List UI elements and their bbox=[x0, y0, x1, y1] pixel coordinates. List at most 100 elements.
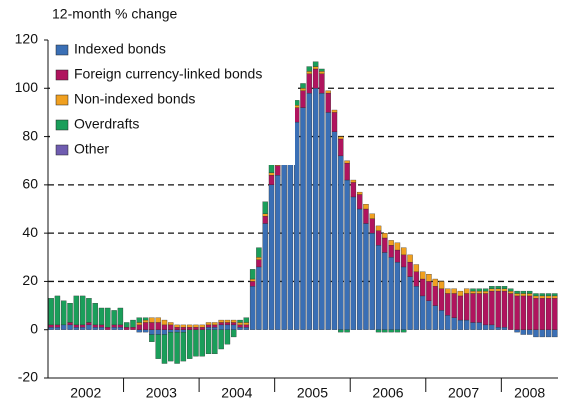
bar-segment bbox=[268, 172, 275, 176]
bar-segment bbox=[545, 293, 552, 297]
bar-segment bbox=[482, 324, 489, 330]
bar-segment bbox=[180, 331, 187, 362]
bar-segment bbox=[451, 317, 457, 330]
x-tick-label: 2004 bbox=[221, 385, 252, 401]
bar-segment bbox=[533, 298, 539, 330]
bar-segment bbox=[545, 298, 552, 330]
bar-segment bbox=[338, 136, 344, 140]
bar-segment bbox=[514, 329, 520, 333]
bar-segment bbox=[117, 307, 124, 326]
bar-segment bbox=[231, 324, 237, 330]
bar-segment bbox=[48, 324, 54, 328]
y-tick-label: 20 bbox=[22, 272, 38, 288]
bar-segment bbox=[350, 182, 357, 198]
bar-segment bbox=[243, 327, 250, 330]
bar-segment bbox=[344, 179, 350, 330]
bar-segment bbox=[413, 264, 420, 272]
bar-segment bbox=[464, 288, 470, 294]
bar-segment bbox=[174, 329, 180, 333]
bar-segment bbox=[224, 322, 231, 326]
bar-segment bbox=[149, 322, 155, 330]
y-tick-label: 120 bbox=[15, 31, 39, 47]
legend-swatch bbox=[55, 44, 69, 56]
bar-segment bbox=[464, 293, 470, 321]
bar-segment bbox=[407, 254, 413, 263]
bar-segment bbox=[300, 107, 306, 330]
legend-label: Overdrafts bbox=[74, 116, 139, 132]
bar-segment bbox=[419, 278, 426, 297]
bar-segment bbox=[407, 276, 413, 330]
bar-segment bbox=[117, 324, 124, 328]
legend-box bbox=[50, 41, 295, 165]
bar-segment bbox=[86, 322, 92, 326]
bar-segment bbox=[520, 295, 527, 330]
bar-segment bbox=[249, 286, 256, 330]
bar-segment bbox=[92, 324, 98, 328]
bar-segment bbox=[539, 293, 545, 297]
bar-segment bbox=[48, 327, 54, 330]
bar-segment bbox=[243, 322, 250, 326]
bar-segment bbox=[413, 286, 420, 330]
bar-segment bbox=[130, 319, 136, 328]
bar-segment bbox=[86, 324, 92, 330]
bar-segment bbox=[394, 261, 401, 330]
x-tick-label: 2002 bbox=[70, 385, 101, 401]
bar-segment bbox=[438, 310, 445, 330]
bar-segment bbox=[186, 329, 193, 359]
bar-segment bbox=[489, 324, 495, 330]
bar-segment bbox=[111, 324, 117, 328]
bar-segment bbox=[401, 254, 407, 268]
bar-segment bbox=[306, 73, 312, 94]
bar-segment bbox=[249, 281, 256, 287]
bar-segment bbox=[61, 324, 67, 330]
bar-segment bbox=[149, 317, 155, 323]
bar-segment bbox=[375, 225, 382, 231]
bar-segment bbox=[61, 300, 67, 326]
bar-segment bbox=[98, 327, 105, 330]
bar-segment bbox=[199, 324, 205, 328]
bar-segment bbox=[180, 329, 187, 333]
bar-segment bbox=[482, 293, 489, 326]
bar-segment bbox=[249, 269, 256, 280]
bar-segment bbox=[470, 293, 476, 323]
bar-segment bbox=[501, 286, 508, 289]
bar-segment bbox=[539, 295, 545, 299]
bar-segment bbox=[98, 324, 105, 328]
bar-segment bbox=[193, 327, 199, 330]
bar-segment bbox=[205, 322, 212, 326]
bar-segment bbox=[438, 281, 445, 289]
bar-segment bbox=[319, 68, 325, 72]
bar-segment bbox=[331, 131, 338, 330]
bar-segment bbox=[218, 322, 224, 326]
bar-segment bbox=[312, 88, 319, 330]
legend-swatch bbox=[55, 119, 69, 131]
bar-segment bbox=[111, 327, 117, 330]
bar-segment bbox=[533, 295, 539, 299]
bar-segment bbox=[262, 201, 268, 214]
bar-segment bbox=[98, 307, 105, 326]
bar-segment bbox=[508, 288, 514, 292]
bar-segment bbox=[212, 327, 218, 330]
bar-segment bbox=[224, 319, 231, 323]
bar-segment bbox=[445, 315, 451, 330]
bar-segment bbox=[237, 319, 243, 323]
bar-segment bbox=[369, 213, 375, 219]
bar-segment bbox=[350, 196, 357, 330]
bar-segment bbox=[520, 329, 527, 335]
bar-segment bbox=[54, 327, 61, 330]
bar-segment bbox=[92, 303, 98, 326]
bar-segment bbox=[306, 66, 312, 72]
bar-segment bbox=[394, 249, 401, 263]
x-tick-label: 2003 bbox=[146, 385, 177, 401]
bar-segment bbox=[155, 334, 161, 359]
bar-segment bbox=[394, 242, 401, 251]
bar-segment bbox=[155, 329, 161, 335]
y-axis-label: 12-month % change bbox=[52, 6, 178, 22]
bar-segment bbox=[54, 295, 61, 326]
bar-segment bbox=[526, 293, 533, 297]
bar-segment bbox=[275, 175, 281, 330]
bar-segment bbox=[432, 286, 438, 306]
bar-segment bbox=[539, 329, 545, 338]
bar-segment bbox=[382, 232, 388, 239]
bar-segment bbox=[300, 88, 306, 91]
